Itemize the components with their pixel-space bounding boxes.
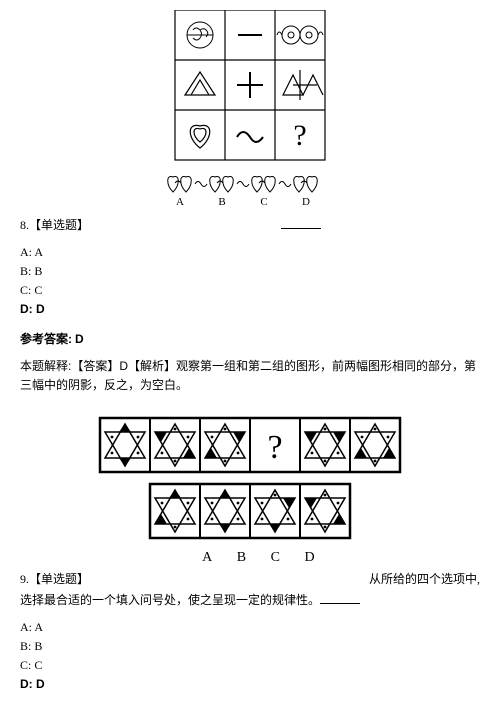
- svg-text:B: B: [218, 196, 225, 208]
- q9-label-b: B: [237, 550, 246, 565]
- q8-answer: 参考答案: D: [20, 330, 480, 347]
- q9-option-b: B: B: [20, 639, 480, 654]
- q9-stem2-text: 选择最合适的一个填入问号处，使之呈现一定的规律性。: [20, 593, 320, 607]
- svg-text:A: A: [176, 196, 184, 208]
- q9-stem-1: 9.【单选题】 从所给的四个选项中,: [20, 570, 480, 589]
- q9-option-labels: A B C D: [20, 550, 480, 566]
- q8-option-c: C: C: [20, 283, 480, 298]
- q9-stars-svg: ?: [90, 414, 410, 544]
- svg-text:C: C: [260, 196, 267, 208]
- q8-blank: [281, 218, 321, 229]
- q9-blank: [320, 593, 360, 604]
- q9-tag: 【单选题】: [29, 572, 89, 586]
- q9-option-d: D: D: [20, 677, 480, 691]
- q8-stem: 8.【单选题】: [20, 216, 480, 235]
- svg-text:?: ?: [293, 119, 306, 152]
- q8-grid-svg: ?: [165, 10, 335, 208]
- q8-figure: ?: [20, 10, 480, 212]
- q8-number: 8.: [20, 218, 29, 232]
- q8-options: A: A B: B C: C D: D: [20, 245, 480, 316]
- q8-explain: 本题解释:【答案】D【解析】观察第一组和第二组的图形，前两幅图形相同的部分，第三…: [20, 357, 480, 395]
- q9-option-a: A: A: [20, 620, 480, 635]
- svg-text:D: D: [302, 196, 310, 208]
- q9-label-c: C: [271, 550, 280, 565]
- q9-option-c: C: C: [20, 658, 480, 673]
- q9-label-d: D: [304, 550, 314, 565]
- q9-number: 9.: [20, 572, 29, 586]
- q8-option-b: B: B: [20, 264, 480, 279]
- q8-option-d: D: D: [20, 302, 480, 316]
- svg-text:?: ?: [267, 429, 282, 466]
- q9-figure: ?: [20, 414, 480, 566]
- q8-tag: 【单选题】: [29, 218, 89, 232]
- q8-option-a: A: A: [20, 245, 480, 260]
- q8-answer-value: D: [75, 332, 84, 346]
- q8-answer-label: 参考答案:: [20, 332, 72, 346]
- q9-stem-2: 选择最合适的一个填入问号处，使之呈现一定的规律性。: [20, 591, 480, 610]
- q9-trailing: 从所给的四个选项中,: [369, 570, 480, 589]
- q9-label-a: A: [202, 550, 212, 565]
- q9-options: A: A B: B C: C D: D: [20, 620, 480, 691]
